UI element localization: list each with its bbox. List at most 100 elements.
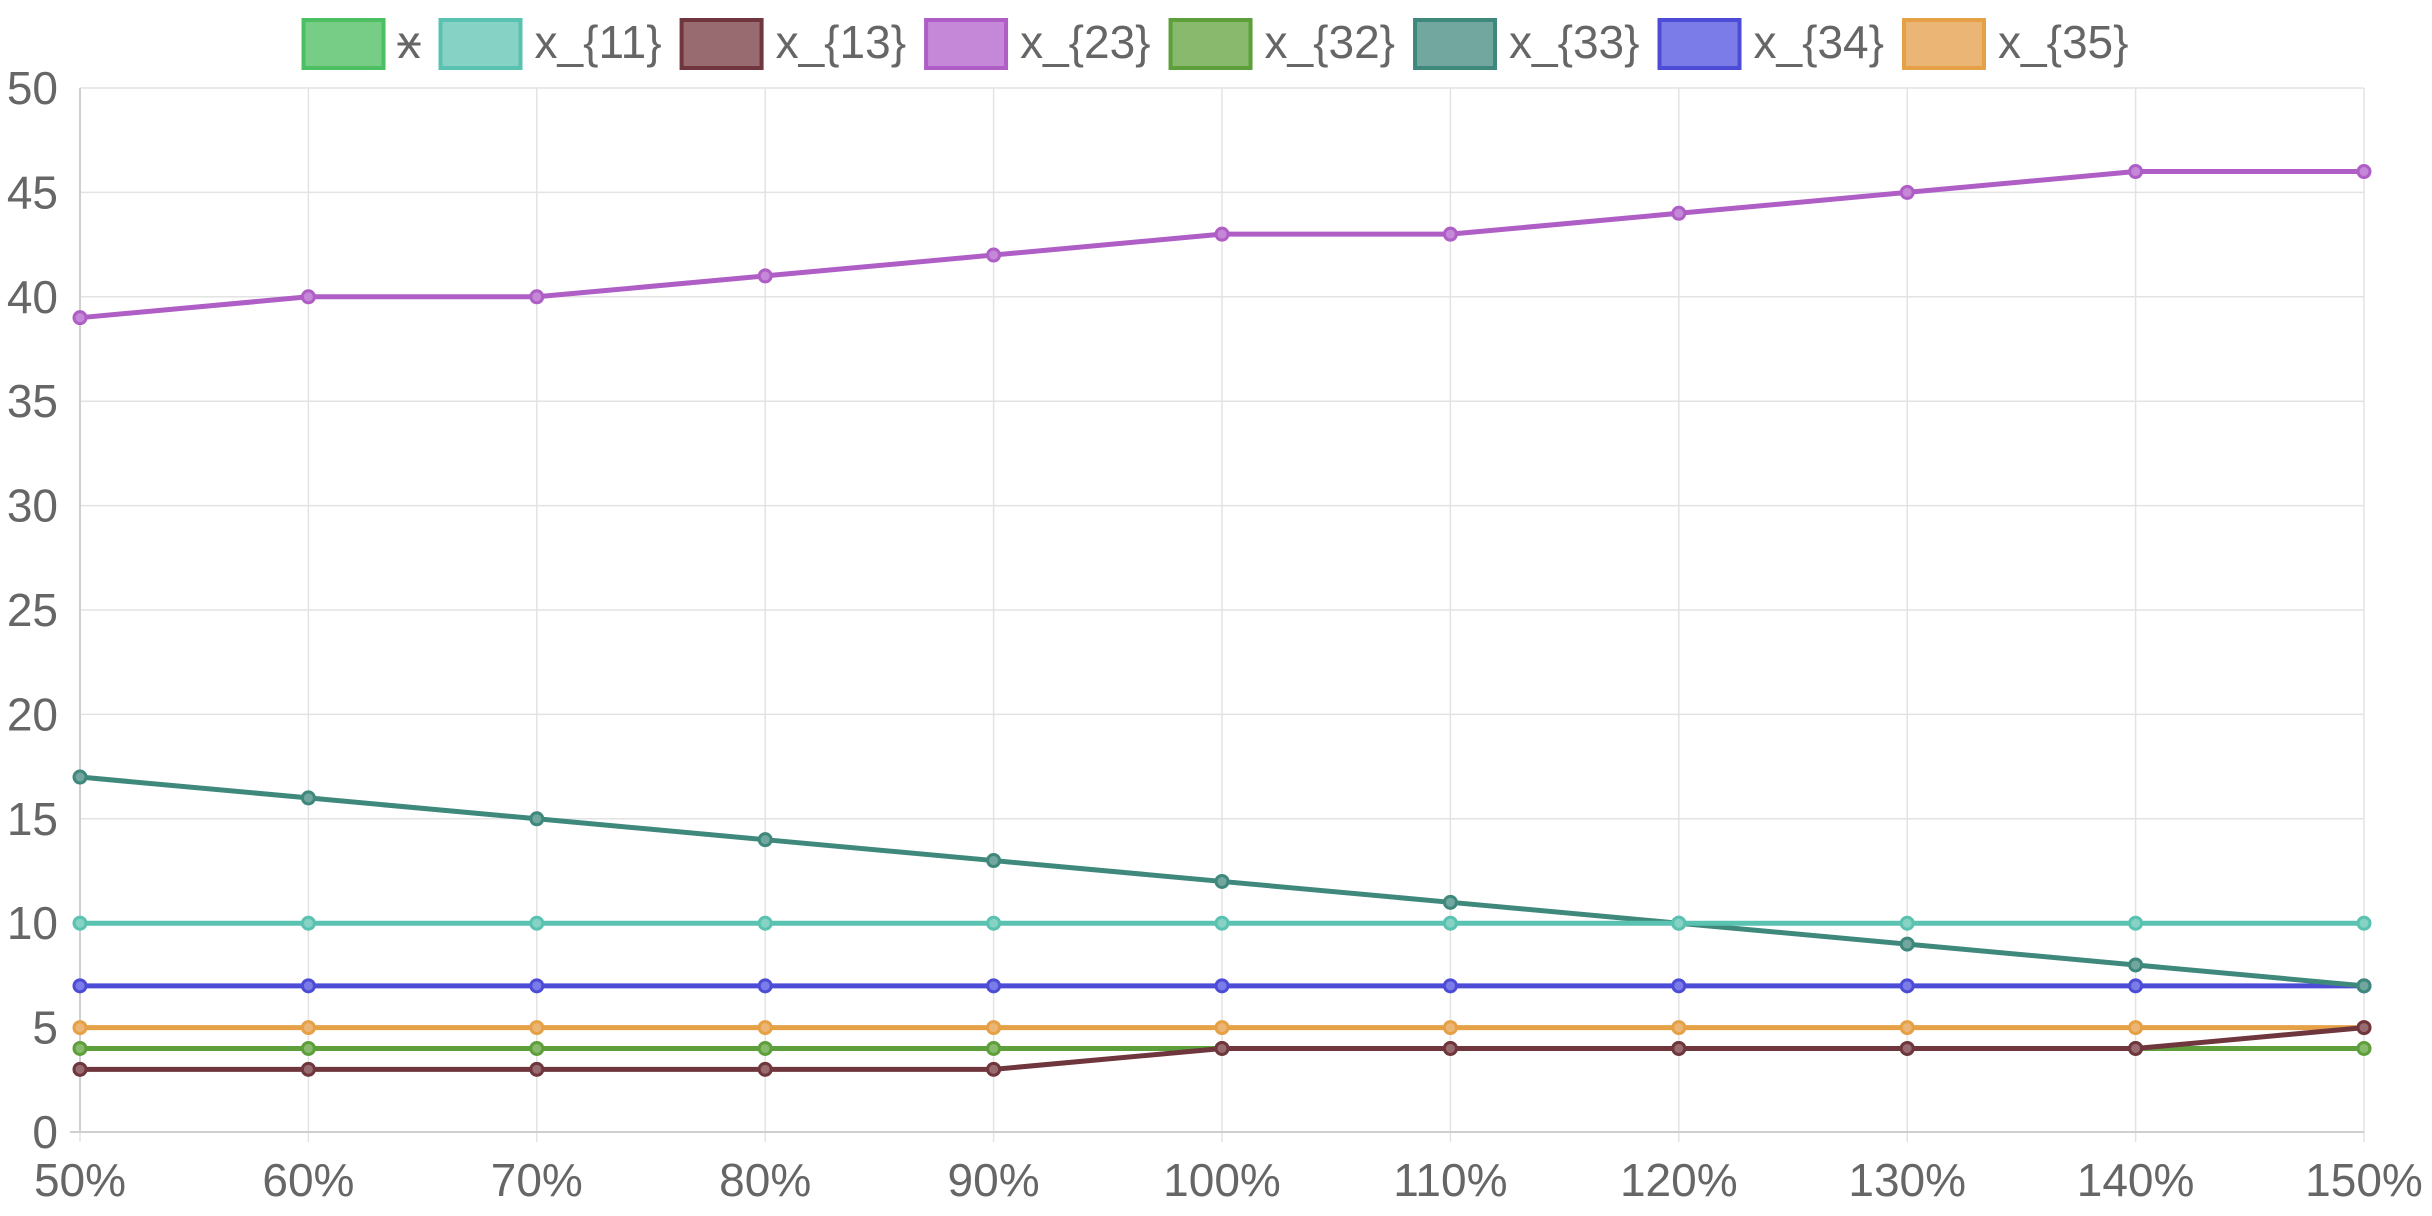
data-point[interactable] [1442, 226, 1458, 242]
data-point[interactable] [1442, 1020, 1458, 1036]
y-tick-label: 45 [7, 166, 58, 218]
data-point[interactable] [1214, 1040, 1230, 1056]
legend-label: x_{34} [1754, 16, 1884, 68]
data-point[interactable] [1214, 978, 1230, 994]
y-tick-label: 15 [7, 793, 58, 845]
data-point[interactable] [529, 811, 545, 827]
data-point[interactable] [1214, 873, 1230, 889]
data-point[interactable] [1899, 915, 1915, 931]
data-point[interactable] [300, 1061, 316, 1077]
data-point[interactable] [2356, 1020, 2372, 1036]
data-point[interactable] [1671, 1020, 1687, 1036]
legend-item-x_{32}[interactable]: x_{32} [1168, 16, 1395, 70]
data-point[interactable] [2128, 164, 2144, 180]
x-tick-label: 80% [719, 1154, 811, 1206]
legend-label: x_{35} [1998, 16, 2128, 68]
data-point[interactable] [1899, 1040, 1915, 1056]
data-point[interactable] [757, 1040, 773, 1056]
data-point[interactable] [1671, 1040, 1687, 1056]
data-point[interactable] [1671, 205, 1687, 221]
series-x_{35} [72, 1020, 2372, 1036]
data-point[interactable] [529, 915, 545, 931]
data-point[interactable] [1442, 894, 1458, 910]
series-x_{23} [72, 164, 2372, 326]
data-point[interactable] [2128, 957, 2144, 973]
data-point[interactable] [300, 978, 316, 994]
legend-swatch [438, 18, 523, 70]
data-point[interactable] [757, 978, 773, 994]
data-point[interactable] [1899, 978, 1915, 994]
data-point[interactable] [2128, 1020, 2144, 1036]
data-point[interactable] [986, 915, 1002, 931]
legend-item-x_{13}[interactable]: x_{13} [679, 16, 906, 70]
data-point[interactable] [2356, 915, 2372, 931]
data-point[interactable] [986, 978, 1002, 994]
legend-swatch [301, 18, 386, 70]
data-point[interactable] [986, 1020, 1002, 1036]
data-point[interactable] [757, 915, 773, 931]
data-point[interactable] [757, 1020, 773, 1036]
x-tick-label: 90% [948, 1154, 1040, 1206]
data-point[interactable] [2128, 915, 2144, 931]
legend-item-x_{23}[interactable]: x_{23} [924, 16, 1151, 70]
data-point[interactable] [72, 915, 88, 931]
data-point[interactable] [529, 1061, 545, 1077]
legend-item-x_{33}[interactable]: x_{33} [1413, 16, 1640, 70]
data-point[interactable] [757, 1061, 773, 1077]
legend-swatch [1657, 18, 1742, 70]
series-x_{34} [72, 978, 2372, 994]
data-point[interactable] [1442, 1040, 1458, 1056]
data-point[interactable] [1899, 936, 1915, 952]
x-tick-label: 120% [1620, 1154, 1738, 1206]
data-point[interactable] [72, 1040, 88, 1056]
data-point[interactable] [1671, 978, 1687, 994]
data-point[interactable] [986, 1061, 1002, 1077]
legend-item-x_{11}[interactable]: x_{11} [438, 16, 662, 70]
data-point[interactable] [757, 832, 773, 848]
data-point[interactable] [1671, 915, 1687, 931]
data-point[interactable] [2356, 1040, 2372, 1056]
data-point[interactable] [300, 289, 316, 305]
data-point[interactable] [986, 1040, 1002, 1056]
data-point[interactable] [529, 978, 545, 994]
data-point[interactable] [300, 790, 316, 806]
data-point[interactable] [1214, 915, 1230, 931]
data-point[interactable] [1214, 1020, 1230, 1036]
legend-item-x[interactable]: x [301, 16, 421, 70]
data-point[interactable] [1899, 184, 1915, 200]
data-point[interactable] [300, 915, 316, 931]
x-tick-label: 100% [1163, 1154, 1281, 1206]
data-point[interactable] [1214, 226, 1230, 242]
data-point[interactable] [1899, 1020, 1915, 1036]
y-tick-label: 20 [7, 688, 58, 740]
y-tick-label: 50 [7, 62, 58, 114]
data-point[interactable] [72, 1061, 88, 1077]
data-point[interactable] [986, 853, 1002, 869]
x-tick-label: 140% [2077, 1154, 2195, 1206]
data-point[interactable] [72, 310, 88, 326]
data-point[interactable] [72, 978, 88, 994]
data-point[interactable] [986, 247, 1002, 263]
data-point[interactable] [1442, 915, 1458, 931]
legend-item-x_{34}[interactable]: x_{34} [1657, 16, 1884, 70]
y-tick-label: 5 [32, 1002, 58, 1054]
data-point[interactable] [2128, 978, 2144, 994]
data-point[interactable] [300, 1020, 316, 1036]
data-point[interactable] [529, 1040, 545, 1056]
data-point[interactable] [2128, 1040, 2144, 1056]
x-tick-label: 150% [2305, 1154, 2423, 1206]
data-point[interactable] [2356, 164, 2372, 180]
data-point[interactable] [300, 1040, 316, 1056]
data-point[interactable] [757, 268, 773, 284]
data-point[interactable] [72, 769, 88, 785]
data-point[interactable] [529, 289, 545, 305]
data-point[interactable] [1442, 978, 1458, 994]
data-point[interactable] [529, 1020, 545, 1036]
data-point[interactable] [2356, 978, 2372, 994]
legend-label: x [398, 16, 421, 68]
y-tick-label: 25 [7, 584, 58, 636]
legend-label: x_{32} [1265, 16, 1395, 68]
legend-swatch [1168, 18, 1253, 70]
legend-item-x_{35}[interactable]: x_{35} [1902, 16, 2128, 70]
data-point[interactable] [72, 1020, 88, 1036]
